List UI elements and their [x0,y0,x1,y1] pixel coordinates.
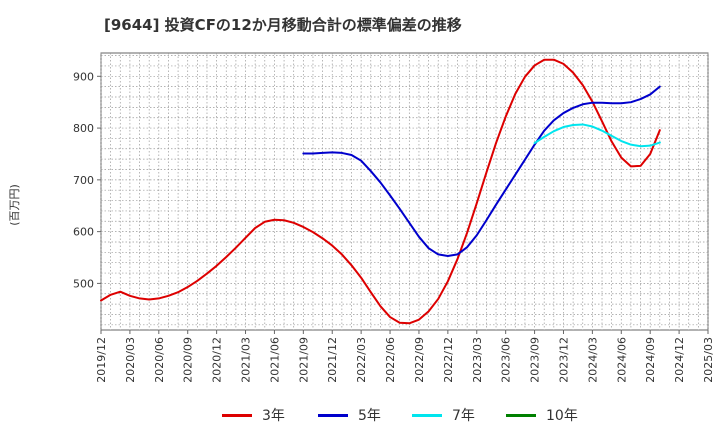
series-line-3 [533,123,661,148]
legend-item-3: 7年 [412,404,475,426]
chart-title: [9644] 投資CFの12か月移動合計の標準偏差の推移 [104,16,462,34]
x-tick-label: 2023/12 [557,337,570,383]
legend-label: 7年 [452,408,475,424]
legend-label: 5年 [358,408,381,424]
legend-label: 3年 [262,408,285,424]
grid [100,52,709,331]
series-line-1 [100,58,661,325]
legend-swatch [412,413,442,417]
x-tick-label: 2020/06 [153,337,166,383]
x-tick-label: 2022/06 [384,337,397,383]
legend-item-1: 3年 [222,404,285,426]
legend-item-4: 10年 [506,404,578,426]
x-tick-label: 2020/12 [211,337,224,383]
legend-swatch [222,413,252,417]
x-tick-label: 2024/12 [673,337,686,383]
legend-swatch [318,413,348,417]
y-tick-label: 800 [73,122,94,135]
plot-area [100,52,709,331]
legend-label: 10年 [546,408,578,424]
series-lines [100,58,661,325]
axes: 500 600 700 800 900 2019/12 2020/03 2020/06 2020… [73,70,715,382]
x-tick-label: 2022/09 [413,337,426,383]
y-tick-label: 600 [73,226,94,239]
x-tick-label: 2023/06 [500,337,513,383]
legend-item-2: 5年 [318,404,381,426]
x-tick-label: 2021/06 [268,337,281,383]
x-tick-label: 2021/03 [240,337,253,383]
x-tick-label: 2024/03 [586,337,599,383]
x-tick-label: 2024/09 [644,337,657,383]
x-tick-label: 2023/03 [471,337,484,383]
x-tick-label: 2023/09 [529,337,542,383]
y-tick-label: 500 [73,277,94,290]
x-tick-label: 2022/03 [355,337,368,383]
series-line-2 [302,85,661,257]
x-tick-label: 2021/09 [297,337,310,383]
y-tick-label: 700 [73,174,94,187]
x-tick-label: 2021/12 [326,337,339,383]
x-tick-label: 2024/06 [615,337,628,383]
y-axis-label-group: (百万円) [8,184,21,226]
y-axis-label: (百万円) [8,184,21,226]
legend: 3年 5年 7年 10年 [0,404,720,428]
x-tick-label: 2025/03 [702,337,715,383]
x-tick-label: 2020/03 [124,337,137,383]
legend-swatch [506,413,536,417]
y-tick-label: 900 [73,70,94,83]
x-tick-label: 2020/09 [182,337,195,383]
x-tick-label: 2019/12 [95,337,108,383]
x-tick-label: 2022/12 [442,337,455,383]
